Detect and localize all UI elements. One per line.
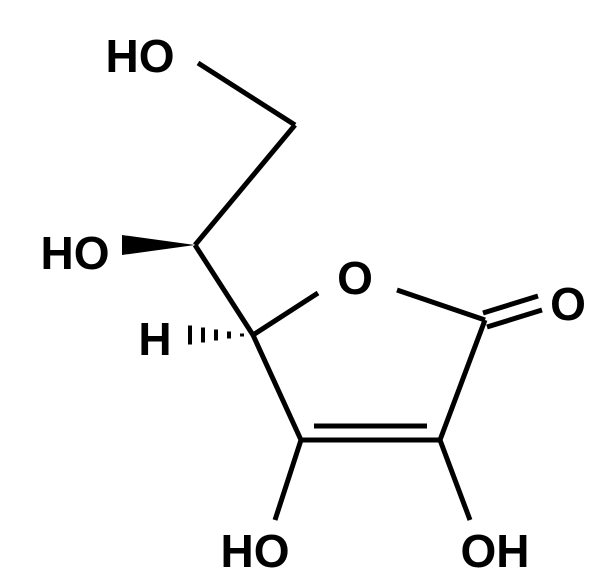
bond-c3-oring [253, 293, 318, 335]
atom-ho-bl: HO [221, 525, 290, 577]
molecule-diagram: HO HO H O O HO OH [0, 0, 600, 580]
atom-ho-top: HO [106, 30, 175, 82]
bond-c4-ho-bl [275, 440, 301, 520]
atom-h-stereo: H [138, 313, 171, 365]
atom-ho-left: HO [41, 227, 110, 279]
bond-c5-oh-br [440, 440, 470, 520]
bond-c3-c4 [253, 335, 301, 440]
bond-c5-c6 [440, 320, 485, 440]
bond-oring-c6 [397, 290, 485, 320]
bond-c6-o-carbonyl-double [483, 296, 542, 327]
bond-ho-top-c1 [198, 63, 295, 125]
hash-wedge-c3-h [190, 326, 242, 345]
wedge-c2-ho-left [122, 235, 195, 255]
atom-oh-br: OH [461, 525, 530, 577]
bond-c4-c5-double [301, 426, 440, 440]
bonds-group [122, 63, 542, 520]
bond-c1-c2 [195, 125, 295, 245]
bond-c2-c3 [195, 245, 253, 335]
atoms-group: HO HO H O O HO OH [41, 30, 586, 577]
atom-o-carbonyl: O [550, 278, 586, 330]
atom-o-ring: O [337, 252, 373, 304]
